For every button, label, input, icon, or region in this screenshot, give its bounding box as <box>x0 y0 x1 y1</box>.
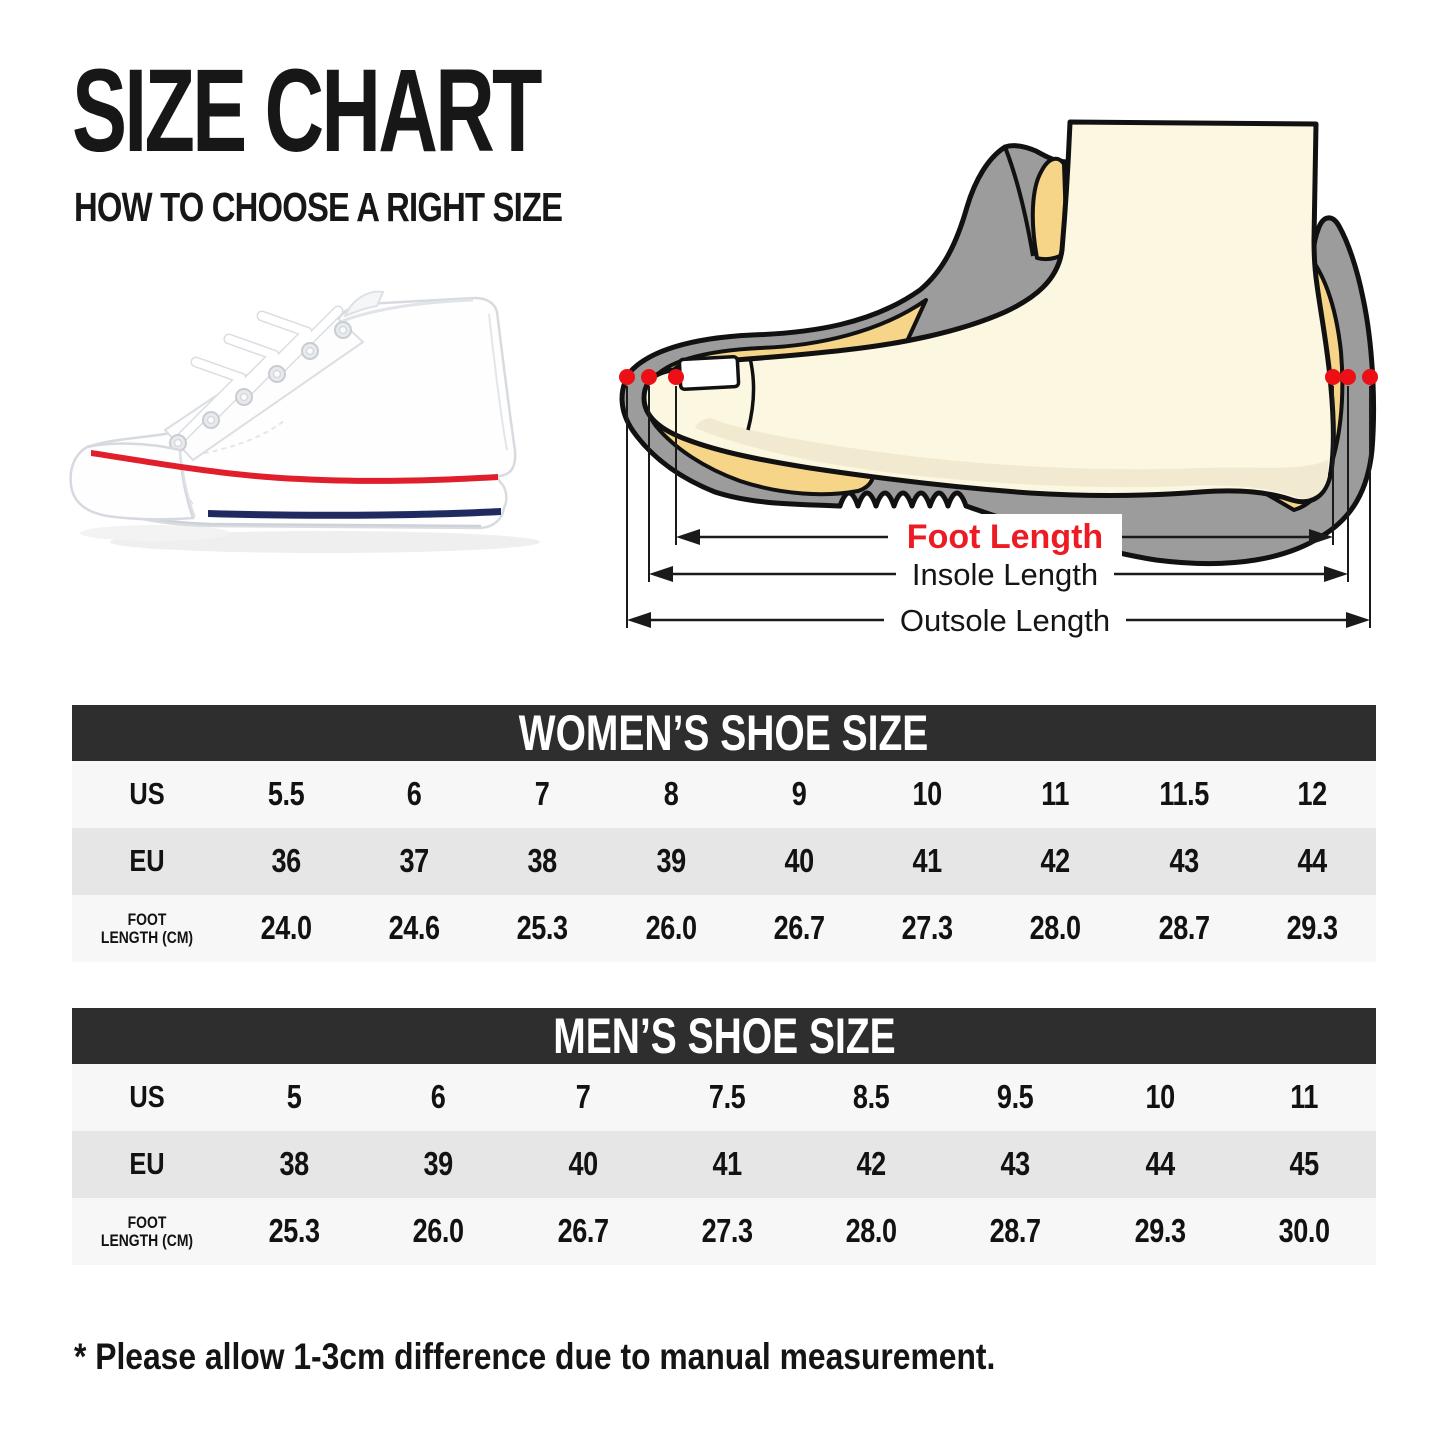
size-value: 27.3 <box>901 909 953 947</box>
size-value: 5.5 <box>267 775 305 813</box>
mens-table-header: MEN’S SHOE SIZE <box>72 1008 1376 1064</box>
mudguard-seam <box>179 451 196 518</box>
size-value: 7.5 <box>708 1078 746 1116</box>
size-value: 7 <box>535 775 550 813</box>
size-value: 11 <box>1041 775 1070 813</box>
size-value: 9.5 <box>997 1078 1034 1116</box>
size-value: 24.6 <box>388 909 440 947</box>
size-value: 28.7 <box>989 1212 1041 1250</box>
size-value: 30.0 <box>1278 1212 1330 1250</box>
size-value: 29.3 <box>1134 1212 1186 1250</box>
mens-size-table: MEN’S SHOE SIZE US 5 6 7 7.5 8.5 9.5 10 … <box>72 1008 1376 1265</box>
size-value: 11.5 <box>1158 775 1209 813</box>
heel-seam <box>488 313 508 451</box>
size-value: 40 <box>784 842 814 880</box>
lace-area <box>163 305 365 462</box>
womens-table-header: WOMEN’S SHOE SIZE <box>72 705 1376 761</box>
womens-us-row: US 5.5 6 7 8 9 10 11 11.5 12 <box>72 761 1376 828</box>
womens-footlength-row: FOOT LENGTH (CM) 24.0 24.6 25.3 26.0 26.… <box>72 895 1376 962</box>
toe-crease <box>746 357 756 431</box>
size-value: 39 <box>423 1145 454 1183</box>
size-value: 29.3 <box>1286 909 1338 947</box>
womens-size-table: WOMEN’S SHOE SIZE US 5.5 6 7 8 9 10 11 1… <box>72 705 1376 962</box>
vamp-seam <box>194 419 286 456</box>
size-value: 28.7 <box>1158 909 1210 947</box>
size-value: 42 <box>856 1145 886 1183</box>
size-value: 10 <box>1144 1078 1175 1116</box>
guide-lines <box>626 386 1371 628</box>
size-value: 45 <box>1289 1145 1319 1183</box>
size-value: 40 <box>567 1145 598 1183</box>
size-value: 41 <box>712 1145 742 1183</box>
size-value: 8 <box>663 775 679 813</box>
page-title: SIZE CHART <box>72 45 542 177</box>
sneaker-photo <box>69 290 540 553</box>
insole-length-label: Insole Length <box>912 557 1098 592</box>
measure-dots <box>619 369 1378 385</box>
mens-table-title: MEN’S SHOE SIZE <box>552 1008 896 1064</box>
row-label-eu: EU <box>129 843 165 879</box>
size-value: 10 <box>912 775 943 813</box>
size-value: 36 <box>271 842 301 880</box>
size-value: 43 <box>1000 1145 1031 1183</box>
flap-edge <box>1003 146 1035 257</box>
navy-stripe <box>208 508 501 519</box>
eyelets <box>169 321 352 452</box>
title-block: SIZE CHART HOW TO CHOOSE A RIGHT SIZE <box>72 52 740 231</box>
row-label-us: US <box>129 776 165 812</box>
womens-eu-row: EU 36 37 38 39 40 41 42 43 44 <box>72 828 1376 895</box>
row-label-eu: EU <box>129 1146 165 1182</box>
measurement-footnote: * Please allow 1-3cm difference due to m… <box>74 1336 996 1377</box>
tongue-top <box>343 290 385 318</box>
toenail <box>677 354 741 392</box>
red-stripe <box>91 450 498 484</box>
size-value: 37 <box>399 842 430 880</box>
measure-labels: Foot Length Insole Length Outsole Length <box>884 514 1126 639</box>
page-subtitle: HOW TO CHOOSE A RIGHT SIZE <box>74 184 563 230</box>
row-label-foot-length: FOOT LENGTH (CM) <box>100 1212 194 1250</box>
row-label-us: US <box>129 1079 165 1115</box>
size-value: 42 <box>1040 842 1071 880</box>
foot-measure-diagram: Foot Length Insole Length Outsole Length <box>619 119 1378 639</box>
size-value: 7 <box>575 1078 590 1116</box>
size-value: 28.0 <box>1029 909 1081 947</box>
size-value: 26.7 <box>773 909 825 947</box>
size-value: 38 <box>279 1145 309 1183</box>
size-value: 6 <box>406 775 422 813</box>
mens-eu-row: EU 38 39 40 41 42 43 44 45 <box>72 1131 1376 1198</box>
size-value: 6 <box>431 1078 446 1116</box>
size-value: 26.0 <box>645 909 697 947</box>
size-value: 39 <box>656 842 686 880</box>
size-value: 28.0 <box>845 1212 897 1250</box>
size-value: 9 <box>791 775 807 813</box>
laces <box>177 305 344 442</box>
size-value: 43 <box>1169 842 1199 880</box>
sole-of-foot-shading <box>695 418 1328 499</box>
womens-table-title: WOMEN’S SHOE SIZE <box>519 705 929 761</box>
size-value: 26.0 <box>412 1212 464 1250</box>
row-label-foot-length: FOOT LENGTH (CM) <box>100 909 194 947</box>
size-value: 44 <box>1297 842 1327 880</box>
size-value: 25.3 <box>517 909 569 947</box>
size-value: 41 <box>912 842 943 880</box>
collar-inner-line <box>339 298 474 324</box>
size-value: 38 <box>527 842 558 880</box>
size-value: 5 <box>286 1078 302 1116</box>
size-value: 12 <box>1297 775 1327 813</box>
foot-length-label: Foot Length <box>907 518 1103 556</box>
size-value: 24.0 <box>260 909 312 947</box>
size-value: 27.3 <box>701 1212 753 1250</box>
size-value: 25.3 <box>268 1212 320 1250</box>
outsole-length-label: Outsole Length <box>900 603 1110 638</box>
mens-footlength-row: FOOT LENGTH (CM) 25.3 26.0 26.7 27.3 28.… <box>72 1198 1376 1265</box>
shoe-shadow-toe <box>80 525 230 541</box>
size-value: 11 <box>1289 1078 1318 1116</box>
size-value: 44 <box>1144 1145 1175 1183</box>
size-value: 8.5 <box>852 1078 890 1116</box>
size-value: 26.7 <box>557 1212 609 1250</box>
toe-bumper <box>69 442 195 521</box>
mens-us-row: US 5 6 7 7.5 8.5 9.5 10 11 <box>72 1064 1376 1131</box>
